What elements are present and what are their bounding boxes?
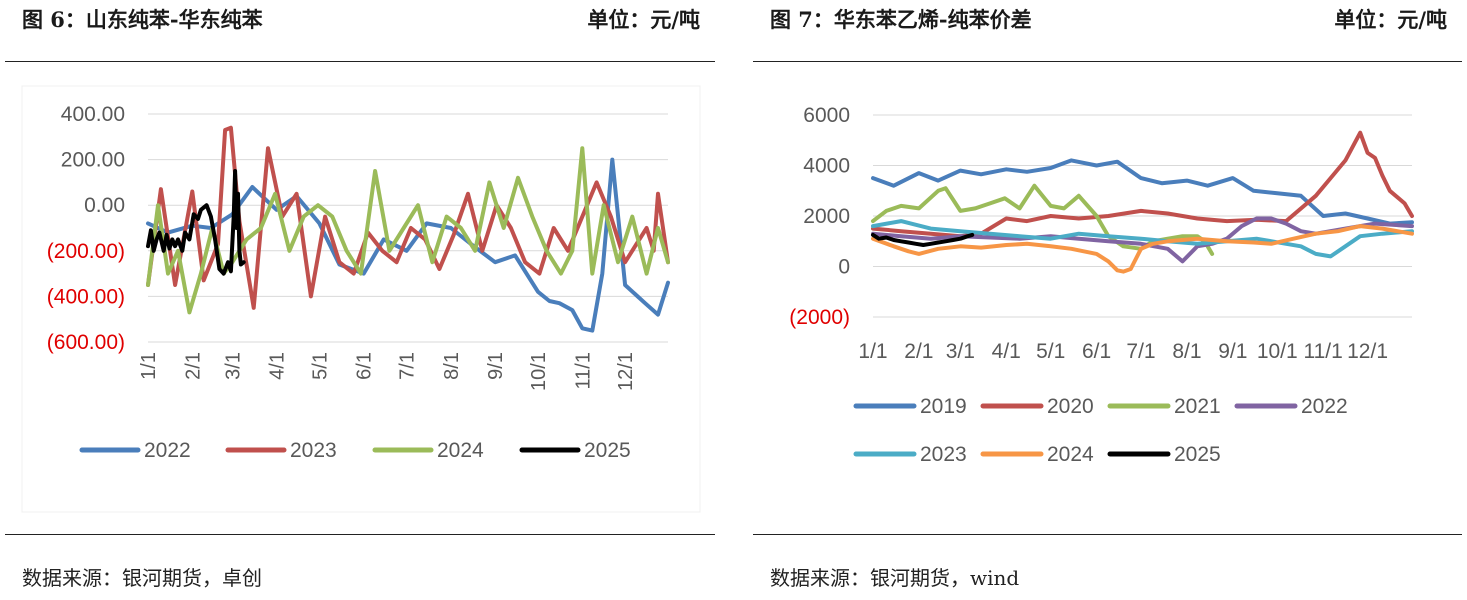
divider-top [753,61,1462,62]
x-tick-label: 2/1 [904,340,933,363]
x-tick-label: 3/1 [946,340,975,363]
y-tick-label: 2000 [803,205,850,228]
legend-label: 2022 [1301,395,1348,418]
legend-label: 2020 [1047,395,1094,418]
y-tick-label: 400.00 [61,103,125,126]
divider-bottom [753,534,1462,535]
series-line-2022 [871,216,1414,264]
x-tick-label: 10/1 [1257,340,1298,363]
chart-header: 图 7：华东苯乙烯-纯苯价差 单位：元/吨 [770,4,1447,34]
series-line-2024 [146,146,670,315]
y-tick-label: 200.00 [61,149,125,172]
series-line-2025 [871,232,975,247]
x-tick-label: 10/1 [528,352,550,391]
x-tick-label: 3/1 [222,352,244,380]
legend-label: 2024 [437,439,484,462]
y-tick-label: 0 [838,256,850,279]
x-tick-label: 8/1 [1172,340,1201,363]
y-tick-label: (2000) [789,306,850,329]
line-chart: 400.00 200.00 0.00 (200.00) (400.00) (600.00)… [21,85,701,513]
x-tick-label: 9/1 [1218,340,1247,363]
chart-panel-right: 图 7：华东苯乙烯-纯苯价差 单位：元/吨 6000 4000 2000 0 (2000… [748,0,1467,600]
x-tick-label: 2/1 [182,352,204,380]
legend-label: 2025 [584,439,631,462]
series-line-2024 [871,224,1414,274]
x-tick-label: 4/1 [992,340,1021,363]
line-chart: 6000 4000 2000 0 (2000) 1/1 2/1 3/1 4/1 5/1 6/1 7/1… [789,104,1414,466]
divider-top [5,61,715,62]
y-tick-label: 0.00 [84,194,125,217]
x-tick-label: 12/1 [1347,340,1388,363]
series-line-2023 [146,125,670,310]
unit-label: 单位：元/吨 [587,7,700,32]
x-tick-label: 5/1 [1036,340,1065,363]
legend-label: 2022 [144,439,191,462]
x-tick-label: 8/1 [441,352,463,380]
chart-area [21,85,701,513]
y-tick-label: (400.00) [47,285,125,308]
series-line-2020 [871,130,1414,239]
series-line-2022 [146,157,670,333]
x-tick-label: 11/1 [1303,340,1342,363]
series-line-2023 [871,219,1414,259]
series-line-2025 [146,169,246,276]
series-line-2021 [871,183,1215,256]
chart-panel-left: 图 6：山东纯苯-华东纯苯 单位：元/吨 400.00 200.00 0.00 (20… [0,0,720,600]
y-tick-label: (200.00) [47,240,125,263]
y-tick-label: (600.00) [47,331,125,354]
x-tick-label: 12/1 [615,352,637,391]
x-tick-label: 7/1 [397,352,419,380]
chart-title: 图 7：华东苯乙烯-纯苯价差 [770,7,1032,32]
x-tick-label: 4/1 [267,352,289,380]
legend-label: 2024 [1047,443,1094,466]
x-tick-label: 6/1 [1082,340,1111,363]
legend-label: 2023 [290,439,337,462]
legend-label: 2021 [1174,395,1221,418]
x-tick-label: 11/1 [572,352,594,389]
x-tick-label: 1/1 [138,352,160,380]
data-source: 数据来源：银河期货，wind [770,566,1020,590]
y-tick-label: 4000 [803,155,850,178]
x-tick-label: 9/1 [485,352,507,380]
chart-header: 图 6：山东纯苯-华东纯苯 单位：元/吨 [22,4,700,34]
x-tick-label: 6/1 [354,352,376,380]
series-line-2019 [871,158,1414,226]
x-tick-label: 1/1 [858,340,887,363]
y-tick-label: 6000 [803,104,850,127]
x-tick-label: 5/1 [309,352,331,380]
divider-bottom [5,534,715,535]
data-source: 数据来源：银河期货，卓创 [22,566,262,590]
legend-label: 2023 [920,443,967,466]
legend-label: 2025 [1174,443,1221,466]
x-tick-label: 7/1 [1126,340,1155,363]
unit-label: 单位：元/吨 [1334,7,1447,32]
legend-label: 2019 [920,395,967,418]
chart-title: 图 6：山东纯苯-华东纯苯 [22,7,263,32]
